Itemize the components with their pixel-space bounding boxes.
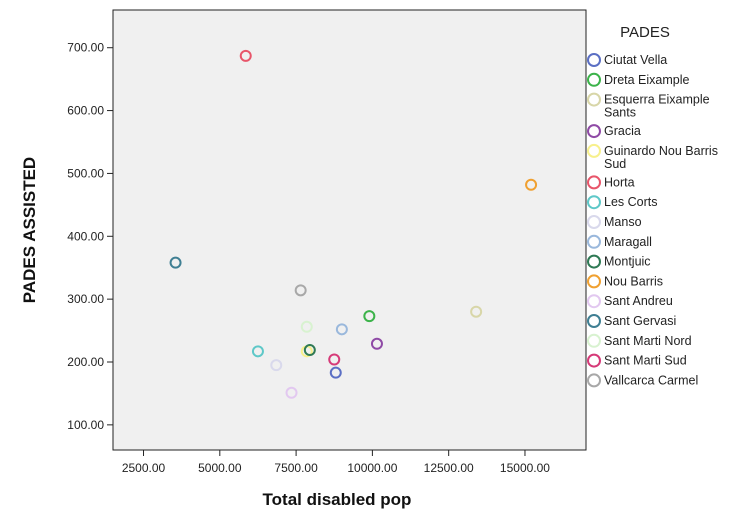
legend-label: Montjuic bbox=[604, 255, 651, 269]
legend-label: Gracia bbox=[604, 124, 641, 138]
legend-label: Maragall bbox=[604, 235, 652, 249]
legend-marker bbox=[587, 294, 601, 309]
data-point bbox=[285, 386, 298, 399]
legend-label: Sants bbox=[604, 106, 636, 120]
data-point bbox=[335, 323, 348, 336]
legend-marker bbox=[587, 333, 601, 348]
y-tick-label: 300.00 bbox=[67, 292, 104, 306]
legend-label: Sud bbox=[604, 157, 626, 171]
legend-marker bbox=[587, 234, 601, 249]
legend-label: Nou Barris bbox=[604, 274, 663, 288]
legend-label: Vallcarca Carmel bbox=[604, 373, 698, 387]
legend-marker bbox=[587, 53, 601, 67]
legend-marker bbox=[587, 254, 601, 269]
y-tick-label: 200.00 bbox=[67, 355, 104, 369]
data-point bbox=[370, 337, 383, 350]
y-tick-label: 700.00 bbox=[67, 41, 104, 55]
x-tick-label: 2500.00 bbox=[122, 461, 166, 475]
legend-marker bbox=[587, 215, 601, 229]
legend-marker bbox=[587, 72, 601, 87]
y-axis-ticks: 100.00 200.00 300.00 400.00 500.00 600.00 700.… bbox=[67, 41, 113, 432]
x-tick-label: 12500.00 bbox=[424, 461, 474, 475]
data-point bbox=[329, 366, 342, 379]
legend-marker bbox=[587, 373, 601, 388]
legend-marker bbox=[587, 92, 601, 107]
y-tick-label: 400.00 bbox=[67, 229, 104, 243]
x-tick-label: 15000.00 bbox=[500, 461, 550, 475]
x-tick-label: 7500.00 bbox=[274, 461, 318, 475]
legend-label: Sant Andreu bbox=[604, 294, 673, 308]
y-axis-title: PADES ASSISTED bbox=[20, 157, 39, 303]
y-tick-label: 100.00 bbox=[67, 418, 104, 432]
data-point bbox=[470, 305, 483, 318]
legend-label: Guinardo Nou Barris bbox=[604, 144, 718, 158]
data-point bbox=[328, 353, 341, 366]
data-point bbox=[363, 310, 376, 323]
legend-title: PADES bbox=[620, 24, 670, 41]
legend-marker bbox=[587, 124, 601, 139]
plot-area bbox=[112, 9, 587, 451]
legend-label: Esquerra Eixample bbox=[604, 93, 710, 107]
legend-marker bbox=[587, 314, 601, 328]
data-point bbox=[169, 256, 182, 269]
legend-marker bbox=[587, 175, 601, 190]
x-tick-label: 10000.00 bbox=[347, 461, 397, 475]
legend-label: Dreta Eixample bbox=[604, 73, 689, 87]
x-axis-ticks: 2500.00 5000.00 7500.00 10000.00 12500.00 150… bbox=[122, 450, 550, 475]
y-tick-label: 600.00 bbox=[67, 104, 104, 118]
legend-marker bbox=[587, 143, 601, 158]
legend-marker bbox=[587, 274, 601, 289]
legend-label: Les Corts bbox=[604, 195, 658, 209]
legend-label: Sant Gervasi bbox=[604, 314, 676, 328]
legend-label: Ciutat Vella bbox=[604, 53, 667, 67]
data-point bbox=[251, 345, 264, 358]
data-point bbox=[294, 284, 307, 297]
data-point bbox=[239, 49, 252, 62]
x-axis-title: Total disabled pop bbox=[263, 490, 412, 509]
legend-label: Manso bbox=[604, 215, 642, 229]
data-points bbox=[169, 49, 538, 399]
legend-marker bbox=[587, 195, 601, 210]
legend-label: Sant Marti Nord bbox=[604, 334, 692, 348]
data-point bbox=[300, 320, 313, 333]
data-point bbox=[303, 344, 316, 357]
legend: Ciutat Vella Dreta Eixample Esquerra Eixam… bbox=[587, 53, 718, 388]
legend-label: Horta bbox=[604, 175, 635, 189]
legend-label: Sant Marti Sud bbox=[604, 354, 687, 368]
x-tick-label: 5000.00 bbox=[198, 461, 242, 475]
data-point bbox=[525, 178, 538, 191]
y-tick-label: 500.00 bbox=[67, 166, 104, 180]
data-point bbox=[270, 359, 283, 372]
legend-marker bbox=[587, 353, 601, 368]
